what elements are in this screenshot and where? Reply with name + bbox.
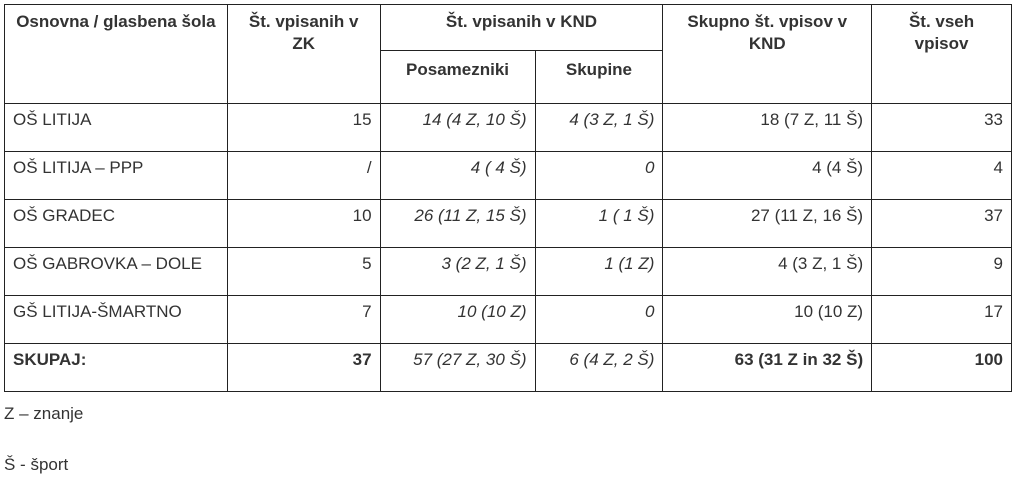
table-cell: / xyxy=(226,151,381,200)
table-cell: 4 (3 Z, 1 Š) xyxy=(534,103,664,152)
table-cell: OŠ LITIJA xyxy=(4,103,228,152)
table-body: OŠ LITIJA 15 14 (4 Z, 10 Š) 4 (3 Z, 1 Š) 18 … xyxy=(4,103,1012,392)
table-cell: 10 (10 Z) xyxy=(662,295,873,344)
table-cell: OŠ GABROVKA – DOLE xyxy=(4,247,228,296)
table-cell: 37 xyxy=(871,199,1012,248)
table-cell: 4 ( 4 Š) xyxy=(379,151,536,200)
table-cell: 63 (31 Z in 32 Š) xyxy=(662,343,873,392)
table-cell: 14 (4 Z, 10 Š) xyxy=(379,103,536,152)
table-cell: 4 (4 Š) xyxy=(662,151,873,200)
table-row: GŠ LITIJA-ŠMARTNO 7 10 (10 Z) 0 10 (10 Z) 17 xyxy=(4,295,1012,344)
header-cell: Skupno št. vpisov v KND xyxy=(662,4,873,104)
table-cell: 37 xyxy=(226,343,381,392)
header-cell: Št. vpisanih v ZK xyxy=(226,4,381,104)
note: Š - šport xyxy=(4,455,69,474)
table-cell: 15 xyxy=(226,103,381,152)
table-cell: 3 (2 Z, 1 Š) xyxy=(379,247,536,296)
table-cell: 6 (4 Z, 2 Š) xyxy=(534,343,664,392)
table-cell: 0 xyxy=(534,151,664,200)
table-cell: SKUPAJ: xyxy=(4,343,228,392)
header-cell: Št. vseh vpisov xyxy=(871,4,1012,104)
header-cell: Skupine xyxy=(534,50,664,104)
table-cell: 10 (10 Z) xyxy=(379,295,536,344)
table-cell: 4 (3 Z, 1 Š) xyxy=(662,247,873,296)
table-row: OŠ LITIJA 15 14 (4 Z, 10 Š) 4 (3 Z, 1 Š) 18 … xyxy=(4,103,1012,152)
table-cell: 7 xyxy=(226,295,381,344)
table-cell: 5 xyxy=(226,247,381,296)
enrollment-table: Osnovna / glasbena šola Št. vpisanih v Z… xyxy=(4,4,1012,392)
table-cell: 4 xyxy=(871,151,1012,200)
table-cell: 27 (11 Z, 16 Š) xyxy=(662,199,873,248)
table-row: SKUPAJ: 37 57 (27 Z, 30 Š) 6 (4 Z, 2 Š) 63 (… xyxy=(4,343,1012,392)
table-cell: 9 xyxy=(871,247,1012,296)
table-cell: OŠ LITIJA – PPP xyxy=(4,151,228,200)
table-row: OŠ GRADEC 10 26 (11 Z, 15 Š) 1 ( 1 Š) 27 (11… xyxy=(4,199,1012,248)
table-cell: 10 xyxy=(226,199,381,248)
table-cell: 1 ( 1 Š) xyxy=(534,199,664,248)
table-row: OŠ LITIJA – PPP/4 ( 4 Š) 0 4 (4 Š) 4 xyxy=(4,151,1012,200)
header-cell: Osnovna / glasbena šola xyxy=(4,4,228,104)
table-cell: 17 xyxy=(871,295,1012,344)
table-cell: GŠ LITIJA-ŠMARTNO xyxy=(4,295,228,344)
header-cell: Št. vpisanih v KND xyxy=(379,4,664,51)
note: Z – znanje xyxy=(4,404,84,423)
table-cell: 1 (1 Z) xyxy=(534,247,664,296)
table-cell: 33 xyxy=(871,103,1012,152)
table-cell: 26 (11 Z, 15 Š) xyxy=(379,199,536,248)
table-cell: 57 (27 Z, 30 Š) xyxy=(379,343,536,392)
table-cell: 100 xyxy=(871,343,1012,392)
table-cell: 18 (7 Z, 11 Š) xyxy=(662,103,873,152)
header-cell: Posamezniki xyxy=(379,50,536,104)
table-cell: OŠ GRADEC xyxy=(4,199,228,248)
table-cell: 0 xyxy=(534,295,664,344)
table-row: OŠ GABROVKA – DOLE 5 3 (2 Z, 1 Š) 1 (1 Z) 4 … xyxy=(4,247,1012,296)
